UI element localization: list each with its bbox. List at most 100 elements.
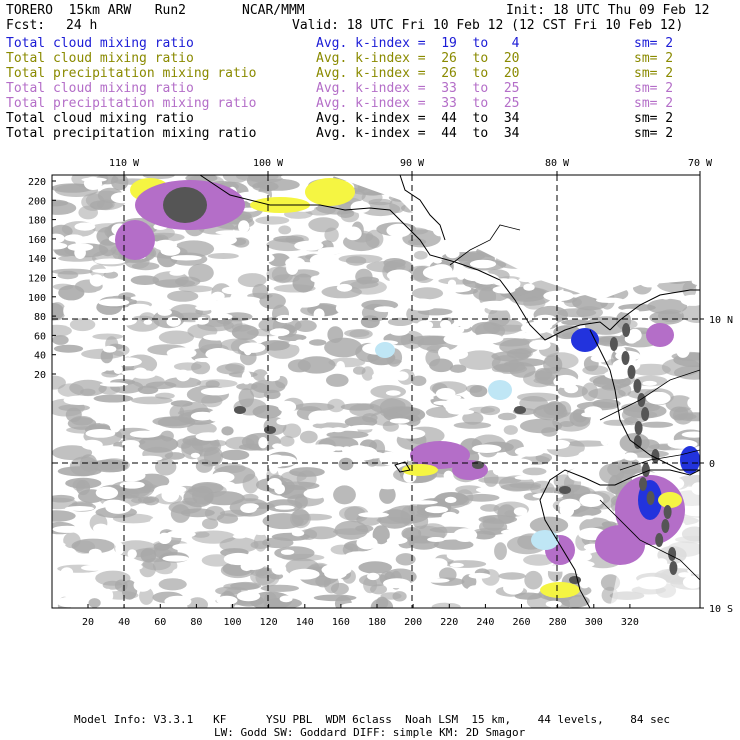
clear-patch [340,602,369,608]
convective-cell [641,407,650,421]
precip-patch [595,525,645,565]
clear-patch [209,313,233,321]
clear-patch [336,283,353,292]
clear-patch [569,551,593,562]
clear-patch [97,416,108,424]
legend-field: Total cloud mixing ratio [6,36,194,51]
cloud-blob [294,513,333,521]
y-tick-label: 180 [28,216,46,227]
clear-patch [310,275,325,283]
cloud-blob [372,525,390,545]
clear-patch [203,334,231,341]
legend-kindex: Avg. k-index = 19 to 4 [316,36,520,51]
cloud-blob [262,513,304,530]
x-tick-label: 40 [118,617,130,628]
coastline [394,461,411,473]
cloud-blob [52,445,93,461]
legend-kindex: Avg. k-index = 44 to 34 [316,111,520,126]
cloud-blob [355,268,373,285]
clear-patch [64,234,84,242]
clear-patch [544,439,571,448]
cloud-blob [455,485,484,495]
legend-smoothing: sm= 2 [634,126,674,141]
cloud-blob [334,520,369,540]
cloud-blob [201,554,232,567]
cloud-blob [120,489,140,499]
cloud-blob [395,553,416,566]
longitude-label: 80 W [545,158,570,169]
convective-cell [641,463,650,477]
cloud-blob [187,422,217,436]
convective-cell [646,491,655,505]
clear-patch [417,558,439,570]
clear-patch [642,380,657,386]
clear-patch [386,536,408,545]
clear-patch [161,488,180,503]
cloud-blob [178,285,214,293]
clear-patch [272,443,283,449]
cloud-blob [131,396,173,405]
clear-patch [468,572,491,579]
cloud-blob [69,456,99,477]
clear-patch [94,588,109,596]
cloud-blob [466,384,483,393]
legend-kindex: Avg. k-index = 44 to 34 [316,126,520,141]
clear-patch [276,418,290,426]
cloud-blob [327,326,344,343]
clear-patch [492,466,505,476]
cloud-blob [103,271,119,279]
convective-cell [634,421,643,435]
clear-patch [242,558,265,570]
cloud-blob [71,501,93,508]
x-tick-label: 140 [296,617,314,628]
clear-patch [94,258,126,265]
convective-cell [514,406,526,414]
cloud-blob [231,323,251,332]
longitude-label: 90 W [400,158,425,169]
clear-patch [595,297,624,303]
clear-patch [52,525,83,533]
cloud-blob [468,406,496,414]
legend-field: Total cloud mixing ratio [6,51,194,66]
clear-patch [67,243,94,252]
clear-patch [267,478,282,489]
cloud-blob [152,557,178,575]
clear-patch [438,346,451,359]
x-tick-label: 200 [404,617,422,628]
cloud-blob [89,200,113,210]
coastline [609,289,700,331]
org-label: NCAR/MMM [242,3,305,18]
clear-patch [95,486,119,500]
longitude-label: 100 W [253,158,284,169]
x-tick-label: 280 [549,617,567,628]
clear-patch [452,326,465,334]
cloud-blob [560,594,590,608]
cloud-blob [252,369,268,382]
clear-patch [52,242,68,250]
clear-patch [240,503,257,513]
convective-cell [622,323,631,337]
cloud-blob [516,392,560,402]
convective-cell [669,561,678,575]
clear-patch [291,530,305,537]
cloud-blob [345,256,367,266]
clear-patch [581,515,595,520]
clear-patch [403,395,434,401]
convective-cell [609,337,618,351]
clear-patch [54,354,80,365]
cloud-blob [252,283,269,300]
clear-patch [190,411,215,421]
clear-patch [620,308,640,314]
clear-patch [253,529,270,536]
cloud-blob [519,418,563,434]
cloud-blob [326,373,349,387]
cloud-blob [299,430,318,444]
cloud-blob [598,337,613,345]
clear-patch [133,367,148,378]
clear-patch [372,371,391,382]
clear-patch [116,316,137,326]
cloud-blob [250,568,277,585]
x-tick-label: 120 [260,617,278,628]
precip-patch [658,492,682,508]
